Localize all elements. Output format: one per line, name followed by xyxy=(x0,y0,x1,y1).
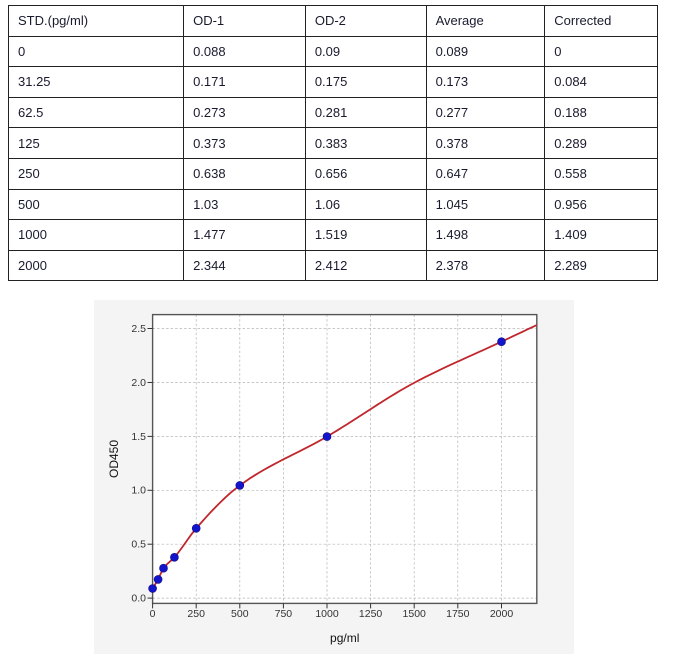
svg-text:OD450: OD450 xyxy=(107,440,121,478)
svg-text:750: 750 xyxy=(275,608,293,620)
svg-text:500: 500 xyxy=(231,608,249,620)
svg-text:0.5: 0.5 xyxy=(131,539,146,551)
svg-text:pg/ml: pg/ml xyxy=(330,631,359,645)
svg-text:0.0: 0.0 xyxy=(131,593,146,605)
svg-text:250: 250 xyxy=(187,608,205,620)
svg-text:1250: 1250 xyxy=(359,608,383,620)
svg-text:2.0: 2.0 xyxy=(131,377,146,389)
svg-text:1.5: 1.5 xyxy=(131,431,146,443)
svg-text:1500: 1500 xyxy=(403,608,427,620)
svg-text:1750: 1750 xyxy=(446,608,470,620)
svg-text:2.5: 2.5 xyxy=(131,323,146,335)
svg-text:1000: 1000 xyxy=(315,608,339,620)
svg-text:0: 0 xyxy=(150,608,156,620)
svg-text:2000: 2000 xyxy=(490,608,514,620)
svg-text:1.0: 1.0 xyxy=(131,485,146,497)
